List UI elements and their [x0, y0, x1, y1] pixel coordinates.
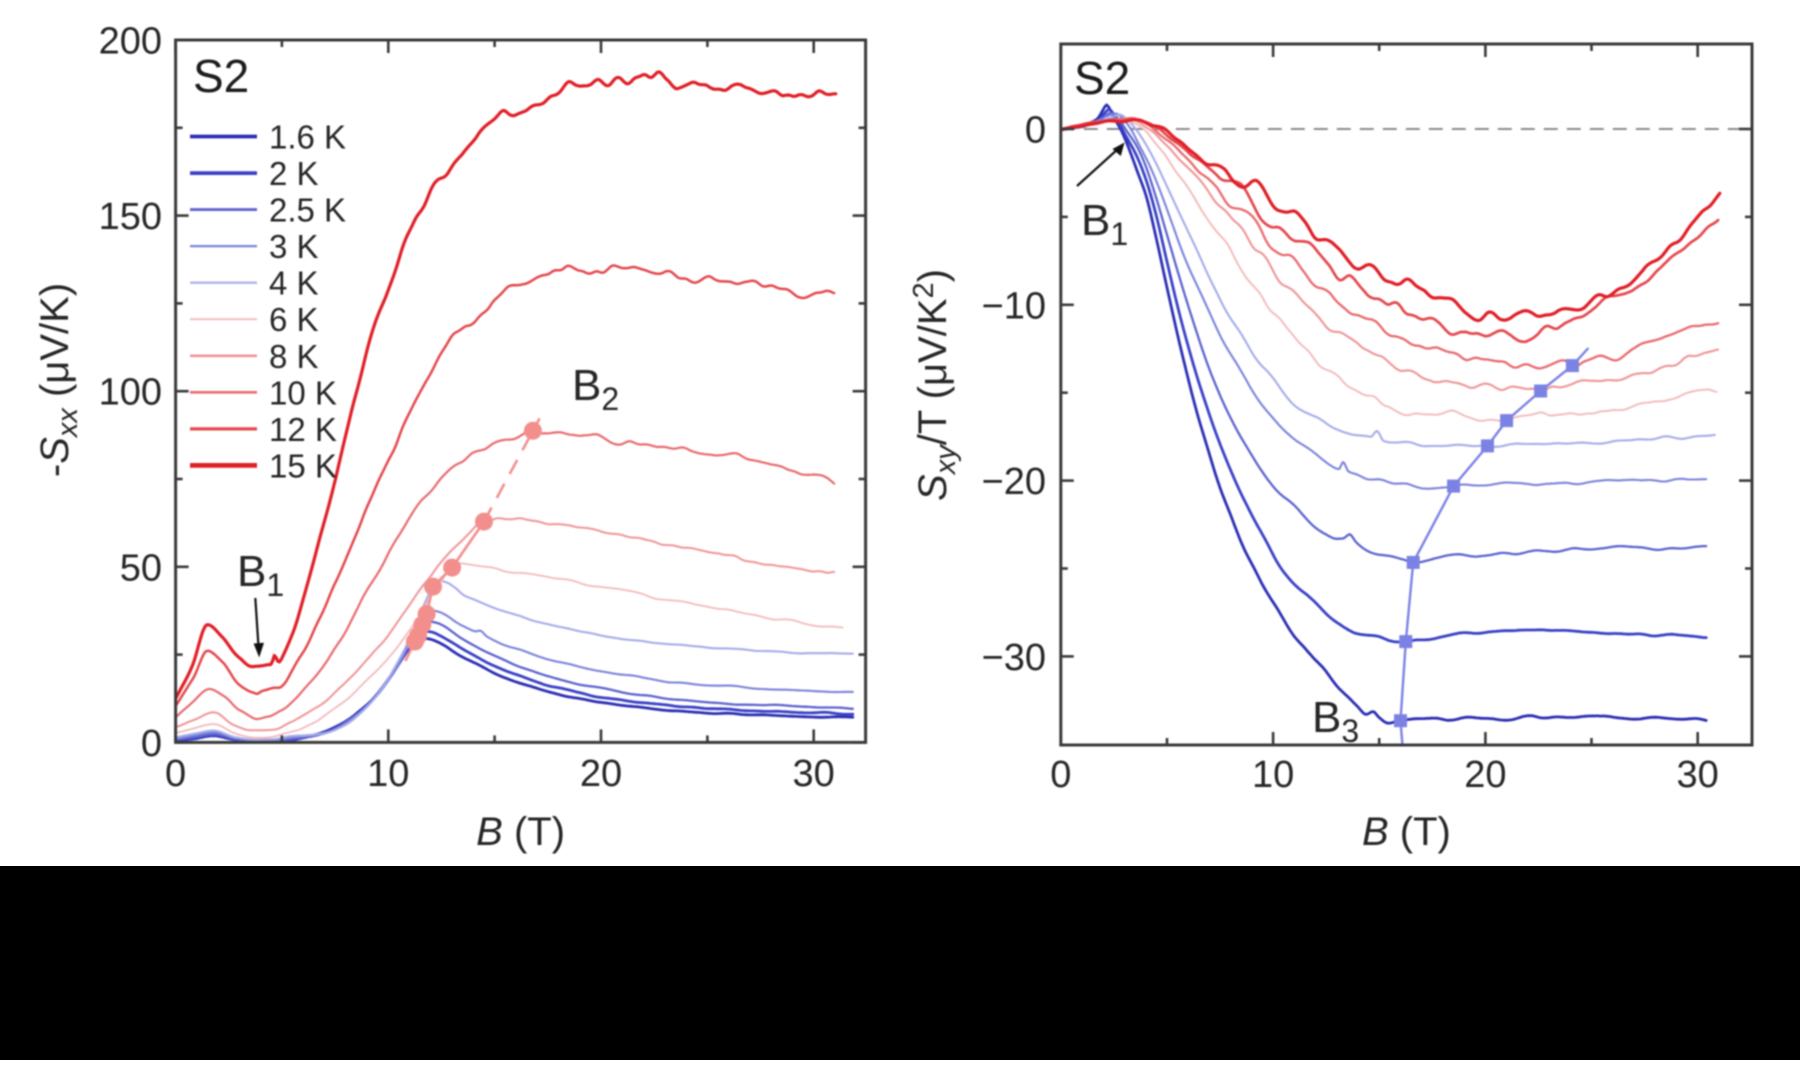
svg-text:4 K: 4 K	[269, 265, 319, 302]
svg-text:150: 150	[99, 196, 162, 238]
svg-text:15 K: 15 K	[269, 447, 337, 484]
svg-text:10 K: 10 K	[269, 374, 337, 411]
svg-text:−10: −10	[982, 285, 1046, 327]
svg-text:12 K: 12 K	[269, 411, 337, 448]
svg-text:B (T): B (T)	[476, 810, 565, 854]
svg-text:20: 20	[580, 753, 622, 795]
svg-text:−20: −20	[982, 461, 1046, 503]
svg-text:0: 0	[141, 723, 162, 765]
svg-text:3 K: 3 K	[269, 228, 319, 265]
svg-text:0: 0	[1050, 754, 1071, 796]
svg-text:8 K: 8 K	[269, 338, 319, 375]
svg-text:6 K: 6 K	[269, 301, 319, 338]
svg-text:0: 0	[1025, 110, 1046, 152]
svg-text:50: 50	[120, 547, 162, 589]
svg-text:S2: S2	[193, 50, 249, 102]
svg-text:B1: B1	[1081, 196, 1128, 252]
svg-text:10: 10	[367, 753, 409, 795]
svg-text:20: 20	[1464, 754, 1506, 796]
svg-text:200: 200	[99, 21, 162, 63]
svg-text:30: 30	[793, 753, 835, 795]
svg-text:B1: B1	[237, 547, 284, 603]
svg-text:2 K: 2 K	[269, 155, 319, 192]
svg-text:100: 100	[99, 372, 162, 414]
svg-text:0: 0	[165, 753, 186, 795]
svg-text:30: 30	[1677, 754, 1719, 796]
svg-text:2.5 K: 2.5 K	[269, 192, 346, 229]
svg-text:−30: −30	[982, 637, 1046, 679]
svg-text:10: 10	[1252, 754, 1294, 796]
svg-text:B (T): B (T)	[1362, 810, 1451, 854]
svg-text:S2: S2	[1074, 52, 1130, 104]
svg-text:1.6 K: 1.6 K	[269, 119, 346, 156]
svg-text:-Sxx (μV/K): -Sxx (μV/K)	[33, 283, 84, 477]
svg-text:Sxy/T (μV/K2): Sxy/T (μV/K2)	[908, 269, 962, 501]
